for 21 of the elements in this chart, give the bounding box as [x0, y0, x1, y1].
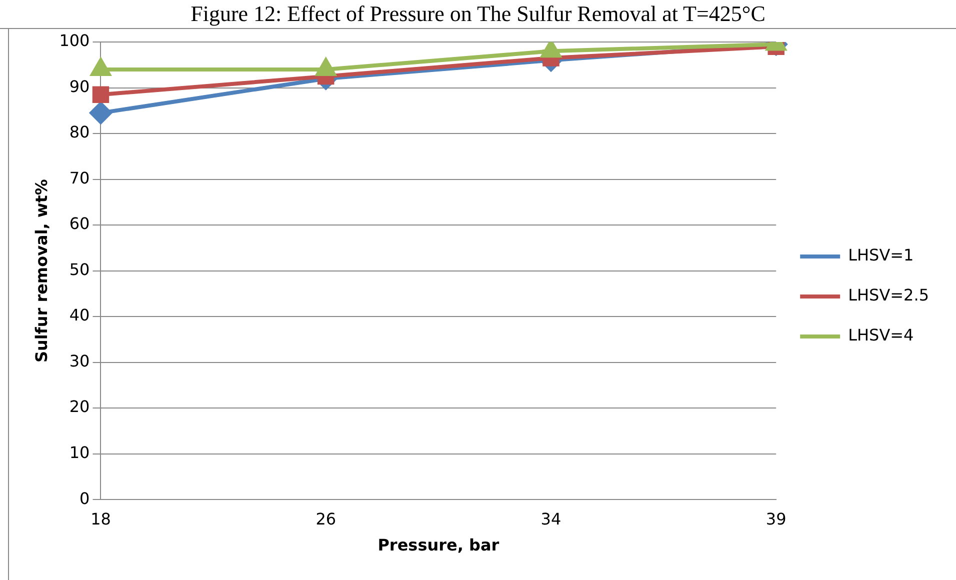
x-tick-label: 34 [540, 509, 562, 528]
y-tick-label: 10 [69, 442, 90, 462]
y-tick-label: 90 [69, 76, 90, 96]
y-tick-label: 80 [69, 122, 90, 142]
x-tick-label: 26 [316, 509, 336, 528]
y-axis-title: Sulfur removal, wt% [32, 179, 51, 363]
y-tick-label: 20 [69, 397, 90, 416]
y-tick-label: 50 [69, 260, 90, 279]
y-tick-label: 0 [80, 488, 90, 508]
legend-label: LHSV=4 [848, 326, 914, 345]
y-tick-label: 60 [69, 214, 90, 234]
x-tick-label: 18 [90, 509, 111, 528]
legend-label: LHSV=2.5 [848, 286, 930, 305]
y-tick-label: 30 [69, 351, 90, 370]
x-axis-title: Pressure, bar [378, 536, 500, 555]
chart-title: Figure 12: Effect of Pressure on The Sulfur Removal at T=425°C [0, 0, 956, 29]
y-tick-label: 70 [69, 168, 90, 188]
x-tick-label: 39 [766, 509, 786, 528]
y-tick-label: 100 [59, 31, 90, 50]
legend-label: LHSV=1 [848, 246, 914, 265]
y-tick-label: 40 [69, 306, 90, 325]
